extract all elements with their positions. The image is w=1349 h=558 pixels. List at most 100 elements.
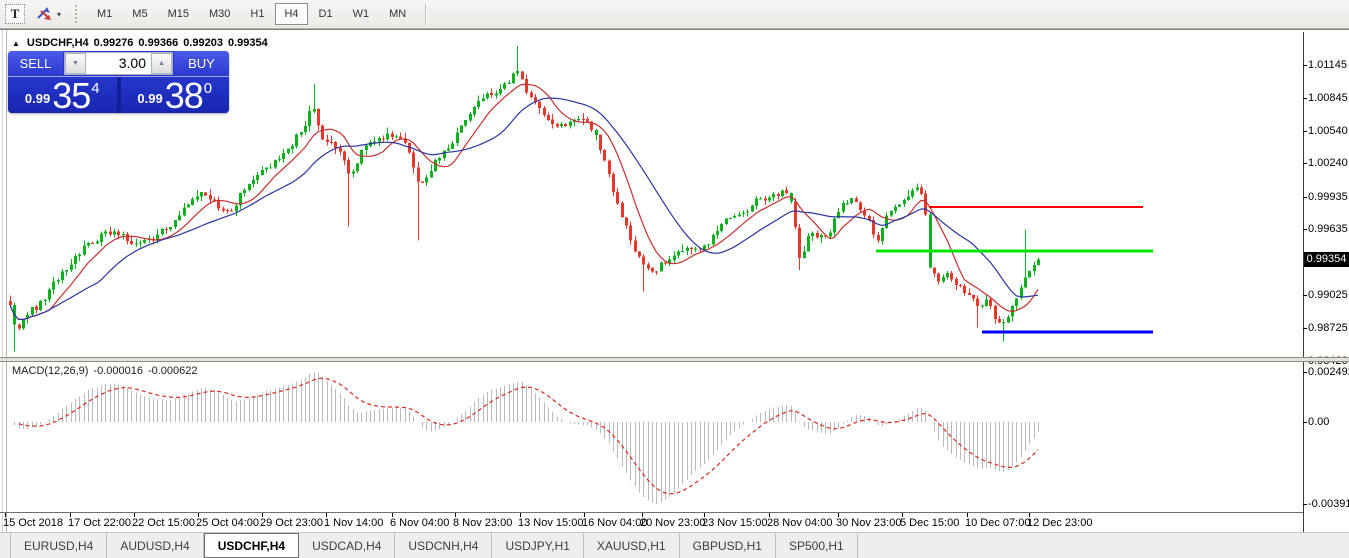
buy-price-display[interactable]: 0.99 38 0: [116, 75, 229, 114]
symbol-tab-EURUSD-H4[interactable]: EURUSD,H4: [10, 533, 108, 558]
window-frame-line: [2, 30, 3, 532]
date-axis-tick: [455, 513, 456, 517]
date-axis-label: 23 Nov 15:00: [702, 517, 768, 529]
ohlc-low: 0.99203: [183, 37, 223, 49]
toolbar-grip[interactable]: [75, 5, 80, 23]
price-axis-label: 0.98725: [1308, 322, 1348, 335]
macd-main-value: -0.000016: [93, 365, 143, 377]
price-axis-tick: [1303, 229, 1307, 231]
date-axis-tick: [392, 513, 393, 517]
buy-price-prefix: 0.99: [137, 91, 163, 106]
panel-splitter[interactable]: [0, 357, 1349, 362]
up-arrow-icon: ▲: [158, 60, 165, 67]
date-axis-tick: [70, 513, 71, 517]
date-axis-tick: [967, 513, 968, 517]
symbol-tab-USDCAD-H4[interactable]: USDCAD,H4: [299, 533, 396, 558]
level-lines: [876, 206, 1153, 334]
timeframe-button-M30[interactable]: M30: [208, 8, 231, 20]
top-toolbar: T ▾ M1 M5 M15 M30 H1 H4 D1 W1 MN: [0, 0, 1349, 29]
timeframe-button-M1[interactable]: M1: [97, 8, 113, 20]
one-click-trading-panel: SELL ▼ 3.00 ▲ BUY 0.99 35 4 0.99: [8, 51, 229, 113]
volume-increase-button[interactable]: ▲: [151, 53, 172, 74]
date-axis-label: 1 Nov 14:00: [324, 517, 384, 529]
macd-plot[interactable]: [8, 360, 1303, 512]
ohlc-open: 0.99276: [93, 37, 134, 49]
date-axis-tick: [704, 513, 705, 517]
timeframe-button-H1[interactable]: H1: [250, 8, 265, 20]
volume-decrease-button[interactable]: ▼: [65, 53, 86, 74]
price-axis-label: 1.00540: [1308, 124, 1348, 137]
volume-input[interactable]: 3.00: [86, 53, 151, 74]
date-axis-tick: [838, 513, 839, 517]
date-axis-tick: [769, 513, 770, 517]
buy-price-pip: 0: [203, 80, 213, 97]
sell-button[interactable]: SELL: [8, 51, 63, 76]
symbol-tab-USDJPY-H1[interactable]: USDJPY,H1: [492, 533, 584, 558]
buy-price-big: 38: [164, 75, 204, 114]
price-axis-tick: [1303, 328, 1307, 330]
chart-window: ▲ USDCHF,H4 0.99276 0.99366 0.99203 0.99…: [0, 29, 1349, 532]
chart-title: ▲ USDCHF,H4 0.99276 0.99366 0.99203 0.99…: [12, 37, 268, 49]
date-axis-label: 16 Nov 04:00: [582, 517, 648, 529]
date-axis-label: 12 Dec 23:00: [1027, 517, 1093, 529]
price-chart-plot[interactable]: [8, 32, 1303, 357]
collapse-triangle-icon[interactable]: ▲: [12, 38, 20, 48]
symbol-tab-AUDUSD-H4[interactable]: AUDUSD,H4: [107, 533, 204, 558]
timeframe-button-M5[interactable]: M5: [132, 8, 148, 20]
fast-ma-line: [9, 83, 1039, 321]
dropdown-caret-icon[interactable]: ▾: [57, 9, 62, 19]
symbol-tab-GBPUSD-H1[interactable]: GBPUSD,H1: [680, 533, 776, 558]
symbol-tab-USDCNH-H4[interactable]: USDCNH,H4: [395, 533, 493, 558]
timeframe-button-H4[interactable]: H4: [275, 3, 308, 25]
macd-bottom-border: [0, 512, 1303, 513]
price-axis-tick: [1303, 65, 1307, 66]
price-axis-tick: [1303, 97, 1307, 99]
macd-axis-label: 0.00: [1308, 416, 1330, 428]
timeframe-button-W1[interactable]: W1: [352, 8, 370, 20]
date-axis-label: 17 Oct 22:00: [68, 517, 131, 529]
slow-ma-line: [9, 97, 1039, 321]
macd-signal-value: -0.000622: [147, 365, 198, 377]
symbol-tab-SP500-H1[interactable]: SP500,H1: [776, 533, 858, 558]
macd-axis-tick: [1303, 422, 1307, 423]
price-axis-tick: [1303, 163, 1307, 165]
chart-symbol: USDCHF,H4: [26, 37, 89, 49]
ohlc-close: 0.99354: [227, 37, 268, 49]
toolbar-separator: [425, 3, 427, 25]
text-tool-button[interactable]: T: [5, 4, 25, 24]
price-axis-tick: [1303, 295, 1307, 297]
timeframe-button-MN[interactable]: MN: [389, 8, 407, 20]
sell-price-display[interactable]: 0.99 35 4: [8, 77, 117, 113]
macd-histogram: [14, 371, 1039, 504]
date-axis-tick: [584, 513, 585, 517]
date-axis-tick: [198, 513, 199, 517]
symbol-tab-XAUUSD-H1[interactable]: XAUUSD,H1: [584, 533, 680, 558]
macd-axis-label: 0.002492: [1308, 366, 1349, 378]
macd-axis-label: -0.00391: [1308, 498, 1349, 510]
macd-axis-tick: [1303, 504, 1307, 505]
price-axis-label: 1.01145: [1308, 59, 1347, 71]
price-axis-label: 0.99025: [1308, 289, 1348, 302]
date-axis-label: 25 Oct 04:00: [196, 517, 259, 529]
macd-label: MACD(12,26,9) -0.000016 -0.000622: [12, 365, 198, 377]
date-axis-label: 5 Dec 15:00: [900, 517, 960, 529]
arrows-tool-button[interactable]: ▾: [32, 3, 64, 25]
price-axis-label: 1.00240: [1308, 157, 1348, 170]
sell-price-pip: 4: [91, 80, 100, 97]
date-axis-tick: [1029, 513, 1030, 517]
price-axis-label: 0.99635: [1308, 223, 1348, 236]
timeframe-button-M15[interactable]: M15: [167, 8, 189, 20]
date-axis-tick: [326, 513, 327, 517]
symbol-tab-bar: EURUSD,H4 AUDUSD,H4 USDCHF,H4 USDCAD,H4 USDC…: [0, 532, 1349, 558]
price-axis-tick: [1303, 196, 1307, 198]
buy-button[interactable]: BUY: [174, 51, 229, 76]
symbol-tab-USDCHF-H4[interactable]: USDCHF,H4: [203, 533, 300, 558]
timeframe-button-D1[interactable]: D1: [318, 8, 333, 20]
price-axis-tick: [1303, 130, 1307, 132]
date-axis-tick: [642, 513, 643, 517]
date-axis-label: 30 Nov 23:00: [836, 517, 902, 529]
down-arrow-icon: ▼: [72, 60, 79, 67]
date-axis-label: 15 Oct 2018: [3, 517, 63, 529]
arrows-icon: [37, 7, 51, 20]
sell-price-prefix: 0.99: [24, 91, 51, 106]
